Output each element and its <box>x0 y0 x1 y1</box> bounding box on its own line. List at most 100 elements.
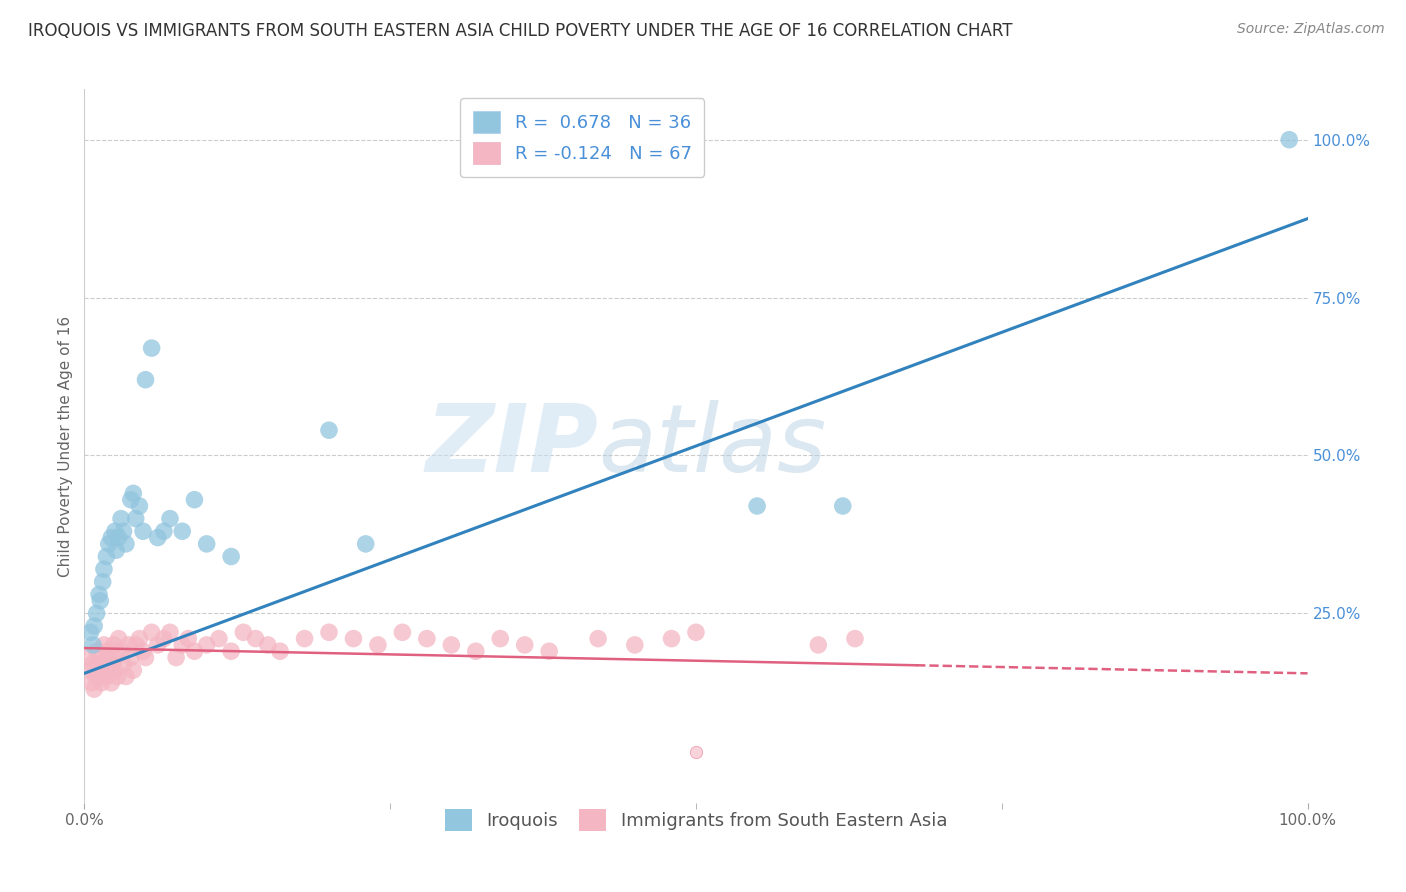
Point <box>86 607 108 621</box>
Point <box>219 644 242 658</box>
Point <box>195 537 218 551</box>
Point <box>219 549 242 564</box>
Point <box>112 657 135 671</box>
Point <box>172 524 194 539</box>
Point <box>117 638 139 652</box>
Point <box>96 669 118 683</box>
Point <box>105 543 128 558</box>
Point <box>89 650 111 665</box>
Point <box>128 499 150 513</box>
Point <box>195 638 218 652</box>
Point <box>97 650 120 665</box>
Point <box>342 632 364 646</box>
Point <box>98 663 121 677</box>
Point <box>135 650 157 665</box>
Point <box>146 531 169 545</box>
Point <box>101 657 124 671</box>
Point <box>1278 133 1301 147</box>
Point <box>100 531 122 545</box>
Point <box>183 644 205 658</box>
Point <box>112 524 135 539</box>
Point <box>685 625 707 640</box>
Point <box>257 638 280 652</box>
Point <box>79 625 101 640</box>
Point <box>165 650 187 665</box>
Point <box>318 423 340 437</box>
Point <box>87 657 110 671</box>
Point <box>90 675 112 690</box>
Point <box>245 632 267 646</box>
Point <box>177 632 200 646</box>
Point <box>83 682 105 697</box>
Point <box>159 625 181 640</box>
Point <box>146 638 169 652</box>
Point <box>80 675 103 690</box>
Point <box>96 549 118 564</box>
Point <box>91 574 114 589</box>
Point <box>128 632 150 646</box>
Point <box>107 531 129 545</box>
Legend: Iroquois, Immigrants from South Eastern Asia: Iroquois, Immigrants from South Eastern … <box>436 800 956 840</box>
Point <box>513 638 536 652</box>
Point <box>79 663 101 677</box>
Point <box>91 663 114 677</box>
Point <box>354 537 377 551</box>
Point <box>232 625 254 640</box>
Point <box>87 669 110 683</box>
Point <box>115 669 138 683</box>
Point <box>122 486 145 500</box>
Point <box>624 638 647 652</box>
Point <box>89 593 111 607</box>
Point <box>93 562 115 576</box>
Point <box>107 632 129 646</box>
Point <box>94 657 117 671</box>
Point <box>747 499 769 513</box>
Point <box>125 638 148 652</box>
Point <box>416 632 439 646</box>
Point <box>141 625 163 640</box>
Point <box>807 638 830 652</box>
Point <box>172 638 194 652</box>
Point <box>104 663 127 677</box>
Point <box>153 524 176 539</box>
Point <box>105 650 128 665</box>
Point <box>391 625 413 640</box>
Point <box>105 669 128 683</box>
Point <box>586 632 609 646</box>
Point <box>84 669 107 683</box>
Point <box>132 644 155 658</box>
Point <box>685 745 707 759</box>
Point <box>367 638 389 652</box>
Point <box>82 657 104 671</box>
Point <box>83 619 105 633</box>
Point <box>464 644 486 658</box>
Text: Source: ZipAtlas.com: Source: ZipAtlas.com <box>1237 22 1385 37</box>
Point <box>489 632 512 646</box>
Point <box>208 632 231 646</box>
Point <box>97 537 120 551</box>
Point <box>93 638 115 652</box>
Point <box>110 511 132 525</box>
Y-axis label: Child Poverty Under the Age of 16: Child Poverty Under the Age of 16 <box>58 316 73 576</box>
Point <box>115 537 138 551</box>
Point <box>269 644 291 658</box>
Point <box>120 650 142 665</box>
Text: atlas: atlas <box>598 401 827 491</box>
Point <box>141 341 163 355</box>
Point <box>87 587 110 601</box>
Point <box>440 638 463 652</box>
Point <box>294 632 316 646</box>
Point <box>103 638 125 652</box>
Point <box>86 644 108 658</box>
Point <box>125 511 148 525</box>
Point <box>135 373 157 387</box>
Point <box>183 492 205 507</box>
Point <box>132 524 155 539</box>
Point <box>844 632 866 646</box>
Point <box>318 625 340 640</box>
Point <box>77 650 100 665</box>
Text: IROQUOIS VS IMMIGRANTS FROM SOUTH EASTERN ASIA CHILD POVERTY UNDER THE AGE OF 16: IROQUOIS VS IMMIGRANTS FROM SOUTH EASTER… <box>28 22 1012 40</box>
Point <box>97 644 120 658</box>
Point <box>104 524 127 539</box>
Point <box>153 632 176 646</box>
